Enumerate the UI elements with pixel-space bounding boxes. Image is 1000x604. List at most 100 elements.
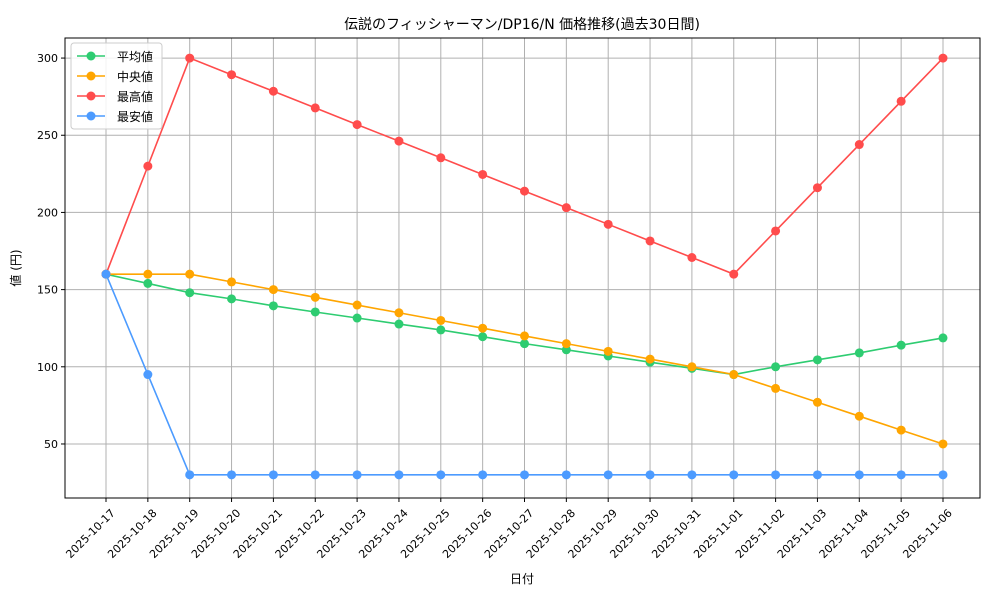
data-point xyxy=(561,339,571,349)
data-point xyxy=(143,161,153,171)
legend-marker xyxy=(86,91,96,101)
data-point xyxy=(478,332,488,342)
y-tick-label: 100 xyxy=(37,361,58,374)
data-point xyxy=(352,300,362,310)
legend-label: 中央値 xyxy=(117,69,153,84)
data-point xyxy=(227,277,237,287)
data-point xyxy=(645,470,655,480)
data-point xyxy=(771,226,781,236)
data-point xyxy=(561,345,571,355)
data-point xyxy=(896,340,906,350)
data-point xyxy=(352,120,362,130)
data-point xyxy=(603,346,613,356)
data-point xyxy=(478,470,488,480)
legend-label: 最安値 xyxy=(117,109,153,124)
data-point xyxy=(394,308,404,318)
data-point xyxy=(520,470,529,480)
series-group xyxy=(101,53,948,480)
data-point xyxy=(227,294,237,304)
y-tick-label: 300 xyxy=(37,52,58,65)
data-point xyxy=(520,331,529,341)
series-最安値 xyxy=(101,269,948,480)
legend-marker xyxy=(86,71,96,81)
plot-frame xyxy=(64,37,981,499)
data-point xyxy=(310,470,320,480)
data-point xyxy=(185,53,195,63)
data-point xyxy=(938,53,948,63)
data-point xyxy=(394,319,404,329)
y-tick-label: 200 xyxy=(37,206,58,219)
data-point xyxy=(185,288,195,298)
y-tick-label: 150 xyxy=(37,284,58,297)
data-point xyxy=(268,301,278,311)
x-axis-label: 日付 xyxy=(510,572,534,586)
legend-marker xyxy=(86,111,96,121)
data-point xyxy=(729,370,739,380)
data-point xyxy=(185,269,195,279)
data-point xyxy=(603,470,613,480)
series-中央値 xyxy=(101,269,948,449)
data-point xyxy=(185,470,195,480)
data-point xyxy=(227,470,237,480)
legend-label: 平均値 xyxy=(117,49,153,64)
data-point xyxy=(771,470,781,480)
x-axis: 2025-10-172025-10-182025-10-192025-10-20… xyxy=(63,498,955,561)
data-point xyxy=(896,425,906,435)
data-point xyxy=(896,470,906,480)
data-point xyxy=(729,470,739,480)
data-point xyxy=(854,348,864,358)
data-point xyxy=(854,470,864,480)
series-最高値 xyxy=(101,53,948,279)
data-point xyxy=(812,355,822,365)
data-point xyxy=(938,439,948,449)
data-point xyxy=(478,169,488,179)
data-point xyxy=(310,103,320,113)
data-point xyxy=(310,292,320,302)
data-point xyxy=(436,325,446,335)
data-point xyxy=(938,333,948,343)
data-point xyxy=(268,285,278,295)
data-point xyxy=(603,219,613,229)
data-point xyxy=(645,236,655,246)
legend-marker xyxy=(86,51,96,61)
data-point xyxy=(143,278,153,288)
data-point xyxy=(520,186,529,196)
data-point xyxy=(352,470,362,480)
data-point xyxy=(938,470,948,480)
data-point xyxy=(268,470,278,480)
data-point xyxy=(436,153,446,163)
data-point xyxy=(227,70,237,80)
data-point xyxy=(520,339,529,349)
data-point xyxy=(854,411,864,421)
data-point xyxy=(687,470,697,480)
data-point xyxy=(687,253,697,263)
data-point xyxy=(268,86,278,96)
data-point xyxy=(436,470,446,480)
data-point xyxy=(143,269,153,279)
data-point xyxy=(478,323,488,333)
data-point xyxy=(896,96,906,106)
data-point xyxy=(812,183,822,193)
y-tick-label: 50 xyxy=(44,438,58,451)
data-point xyxy=(101,269,111,279)
data-point xyxy=(352,313,362,323)
data-point xyxy=(645,354,655,364)
data-point xyxy=(812,470,822,480)
data-point xyxy=(310,307,320,317)
data-point xyxy=(436,315,446,325)
y-tick-label: 250 xyxy=(37,129,58,142)
data-point xyxy=(394,470,404,480)
data-point xyxy=(771,362,781,372)
data-point xyxy=(687,362,697,372)
data-point xyxy=(812,397,822,407)
chart-title: 伝説のフィッシャーマン/DP16/N 価格推移(過去30日間) xyxy=(344,17,700,33)
data-point xyxy=(561,203,571,213)
y-axis-label: 値 (円) xyxy=(8,249,23,286)
data-point xyxy=(143,370,153,380)
data-point xyxy=(729,269,739,279)
grid xyxy=(65,38,980,498)
data-point xyxy=(394,136,404,146)
data-point xyxy=(771,383,781,393)
